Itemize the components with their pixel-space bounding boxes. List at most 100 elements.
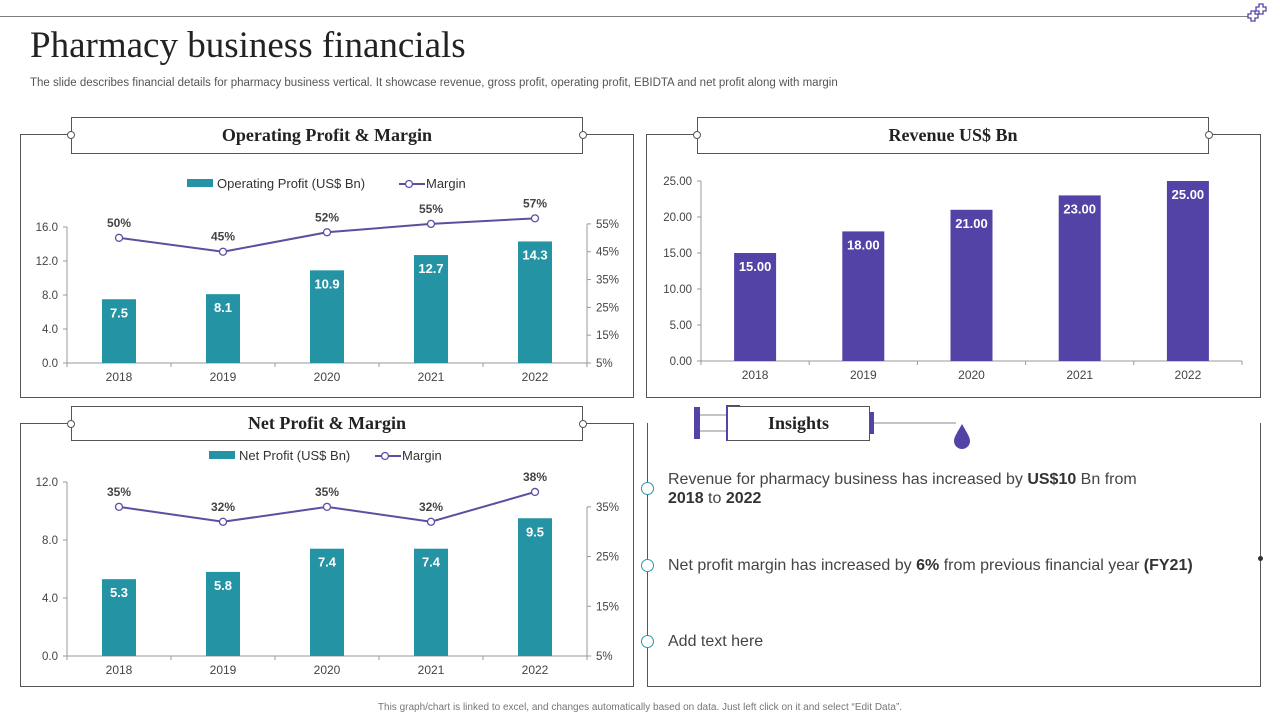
y-tick-label: 0.00	[670, 356, 692, 368]
y-tick-label: 10.00	[663, 284, 692, 296]
y-right-tick-label: 5%	[596, 358, 613, 370]
legend-line-label: Margin	[402, 448, 442, 463]
x-tick-label: 2022	[1175, 368, 1202, 382]
bar-data-label: 15.00	[739, 259, 772, 274]
y-tick-label: 25.00	[663, 176, 692, 188]
insights-title: Insights	[727, 406, 870, 441]
title-knob-left	[67, 420, 75, 428]
bar	[414, 548, 448, 656]
y-right-tick-label: 55%	[596, 219, 619, 231]
bar-data-label: 8.1	[214, 300, 232, 315]
y-right-tick-label: 25%	[596, 302, 619, 314]
x-tick-label: 2018	[742, 368, 769, 382]
margin-data-label: 55%	[419, 202, 443, 216]
bar-data-label: 7.5	[110, 305, 128, 320]
title-knob-right	[579, 420, 587, 428]
insight-item-1: Revenue for pharmacy business has increa…	[668, 471, 1137, 507]
operating-profit-panel: 0.0 4.0 8.0 12.0 16.0 2018 2019 2020 2021 2022 5% 1…	[20, 134, 634, 398]
margin-point	[426, 219, 436, 229]
bar-data-label: 12.7	[418, 261, 443, 276]
legend-bar-swatch	[209, 451, 235, 459]
x-tick-label: 2021	[1066, 368, 1093, 382]
legend-bar-label: Operating Profit (US$ Bn)	[217, 176, 365, 191]
x-tick-label: 2022	[522, 370, 549, 384]
y-right-tick-label: 35%	[596, 502, 619, 514]
margin-point	[530, 214, 540, 223]
y-right-tick-label: 25%	[596, 552, 619, 564]
legend-bar-label: Net Profit (US$ Bn)	[239, 448, 350, 463]
y-tick-label: 12.0	[36, 256, 58, 268]
bar	[950, 209, 993, 361]
margin-point	[218, 517, 228, 526]
y-right-tick-label: 15%	[596, 330, 619, 342]
margin-data-label: 45%	[211, 230, 235, 244]
y-tick-label: 20.00	[663, 212, 692, 224]
bar	[310, 548, 344, 656]
y-tick-label: 8.0	[42, 290, 58, 302]
bar	[102, 579, 136, 656]
y-tick-label: 12.0	[36, 477, 58, 489]
y-tick-label: 0.0	[42, 358, 58, 370]
margin-point	[114, 233, 124, 242]
x-tick-label: 2020	[958, 368, 985, 382]
title-knob-right	[579, 131, 587, 139]
x-tick-label: 2019	[210, 663, 237, 677]
revenue-chart[interactable]: 0.00 5.00 10.00 15.00 20.00 25.00 2018 2019 2020…	[647, 135, 1260, 397]
y-tick-label: 4.0	[42, 593, 58, 605]
y-tick-label: 15.00	[663, 248, 692, 260]
operating-profit-chart[interactable]: 0.0 4.0 8.0 12.0 16.0 2018 2019 2020 2021 2022 5% 1…	[21, 135, 633, 397]
revenue-panel: 0.00 5.00 10.00 15.00 20.00 25.00 2018 2019 2020…	[646, 134, 1261, 398]
title-knob-right	[1205, 131, 1213, 139]
bar-data-label: 7.4	[422, 555, 441, 570]
x-tick-label: 2020	[314, 663, 341, 677]
bar-data-label: 18.00	[847, 237, 880, 252]
footer-note: This graph/chart is linked to excel, and…	[377, 702, 903, 713]
x-tick-label: 2018	[106, 370, 133, 384]
bar-data-label: 9.5	[526, 524, 544, 539]
margin-data-label: 32%	[211, 500, 235, 514]
legend-bar-swatch	[187, 179, 213, 187]
page-title: Pharmacy business financials	[30, 25, 466, 66]
x-tick-label: 2022	[522, 663, 549, 677]
y-tick-label: 4.0	[42, 324, 58, 336]
y-tick-label: 8.0	[42, 535, 58, 547]
net-profit-chart[interactable]: 0.0 4.0 8.0 12.0 2018 2019 2020 2021 2022 5% 15% 25…	[21, 424, 633, 686]
y-tick-label: 5.00	[670, 320, 692, 332]
bar-data-label: 21.00	[955, 216, 988, 231]
title-knob-left	[693, 131, 701, 139]
margin-point	[322, 502, 332, 512]
y-tick-label: 0.0	[42, 651, 58, 663]
insight-item-3[interactable]: Add text here	[668, 633, 764, 650]
y-right-tick-label: 35%	[596, 275, 619, 287]
insight-bullet	[641, 559, 654, 572]
bar	[206, 571, 240, 656]
bar	[310, 270, 344, 363]
net-profit-title: Net Profit & Margin	[71, 406, 583, 441]
bar	[518, 518, 552, 656]
bar-data-label: 10.9	[314, 276, 339, 291]
margin-data-label: 38%	[523, 470, 547, 484]
x-tick-label: 2019	[210, 370, 237, 384]
x-tick-label: 2021	[418, 370, 445, 384]
margin-data-label: 57%	[523, 196, 547, 210]
y-tick-label: 16.0	[36, 222, 58, 234]
legend-line-marker	[404, 179, 414, 189]
bar-data-label: 14.3	[522, 247, 547, 262]
margin-point	[530, 487, 540, 497]
page-subtitle: The slide describes financial details fo…	[30, 77, 838, 89]
x-tick-label: 2019	[850, 368, 877, 382]
title-knob-left	[67, 131, 75, 139]
insight-bullet	[641, 482, 654, 495]
margin-point	[426, 517, 436, 526]
margin-data-label: 35%	[315, 485, 339, 499]
operating-profit-title: Operating Profit & Margin	[71, 117, 583, 154]
bar-data-label: 25.00	[1172, 187, 1205, 202]
insights-panel	[647, 423, 1261, 687]
bar-data-label: 7.4	[318, 555, 337, 570]
bar-data-label: 5.3	[110, 585, 128, 600]
insights-line-end-dot	[1258, 556, 1263, 561]
plus-cluster-icon	[1247, 3, 1267, 22]
net-profit-panel: 0.0 4.0 8.0 12.0 2018 2019 2020 2021 2022 5% 15% 25…	[20, 423, 634, 687]
y-right-tick-label: 15%	[596, 601, 619, 613]
margin-data-label: 35%	[107, 485, 131, 499]
